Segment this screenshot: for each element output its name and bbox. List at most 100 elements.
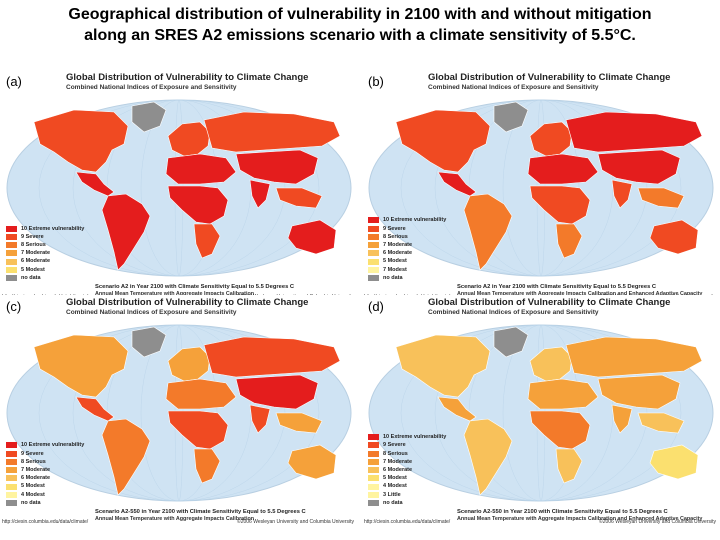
- region-sea: [637, 412, 685, 434]
- region-sa: [463, 193, 513, 271]
- region-na: [395, 109, 491, 173]
- copyright: ©2006 Wesleyan University and Columbia U…: [237, 519, 354, 525]
- region-asia: [597, 149, 681, 185]
- legend-label: 5 Modest: [21, 483, 45, 490]
- region-afr: [167, 185, 229, 225]
- legend-swatch: [6, 491, 17, 498]
- legend-item: 6 Moderate: [6, 257, 84, 265]
- legend-item: no data: [368, 499, 446, 507]
- region-ca: [437, 171, 477, 197]
- world-map: [6, 99, 352, 277]
- region-sea: [275, 187, 323, 209]
- graticule: [38, 99, 320, 277]
- region-india: [611, 179, 633, 209]
- map-title: Global Distribution of Vulnerability to …: [428, 297, 671, 308]
- region-na: [395, 334, 491, 398]
- legend-swatch: [368, 434, 379, 441]
- legend-swatch: [6, 499, 17, 506]
- legend-swatch: [6, 475, 17, 482]
- legend-swatch: [368, 442, 379, 449]
- legend-label: 10 Extreme vulnerability: [21, 442, 85, 449]
- legend-label: 10 Extreme vulnerability: [383, 434, 447, 441]
- legend-label: no data: [21, 274, 41, 281]
- graticule: [38, 324, 320, 502]
- region-grl: [131, 101, 167, 133]
- region-eu: [167, 121, 211, 157]
- region-aus: [649, 219, 699, 255]
- region-aus: [287, 219, 337, 255]
- panel-label: (c): [6, 299, 22, 314]
- legend-label: 9 Severe: [21, 233, 44, 240]
- legend-item: 3 Little: [368, 491, 446, 499]
- region-mena: [165, 153, 237, 185]
- scenario-subcaption: Annual Mean Temperature with Aggregate I…: [95, 516, 255, 522]
- legend-swatch: [6, 242, 17, 249]
- region-ca: [437, 396, 477, 422]
- legend-label: 4 Modest: [383, 483, 407, 490]
- map-subtitle: Combined National Indices of Exposure an…: [66, 309, 237, 316]
- legend-swatch: [6, 258, 17, 265]
- legend-item: 4 Modest: [6, 491, 84, 499]
- region-sa: [101, 418, 151, 496]
- legend-item: 5 Modest: [6, 266, 84, 274]
- legend-item: 6 Moderate: [368, 466, 446, 474]
- legend-item: 4 Modest: [368, 482, 446, 490]
- legend-label: 8 Serious: [383, 450, 408, 457]
- region-sa: [463, 418, 513, 496]
- legend-label: 7 Modest: [383, 266, 407, 273]
- region-grl: [131, 326, 167, 358]
- scenario-caption: Scenario A2-550 in Year 2100 with Climat…: [457, 509, 668, 515]
- scenario-caption: Scenario A2-550 in Year 2100 with Climat…: [95, 509, 306, 515]
- legend-item: 5 Modest: [368, 257, 446, 265]
- legend-item: 7 Moderate: [368, 241, 446, 249]
- legend-swatch: [6, 450, 17, 457]
- scenario-subcaption: Annual Mean Temperature with Aggregate I…: [457, 516, 703, 522]
- region-mena: [527, 153, 599, 185]
- region-ru: [565, 336, 703, 378]
- legend-swatch: [368, 458, 379, 465]
- legend-label: 7 Moderate: [383, 242, 413, 248]
- region-sa: [101, 193, 151, 271]
- legend-label: 3 Little: [383, 491, 401, 498]
- region-na: [33, 334, 129, 398]
- map-subtitle: Combined National Indices of Exposure an…: [428, 84, 599, 91]
- legend-item: 10 Extreme vulnerability: [368, 433, 446, 441]
- legend-swatch: [368, 467, 379, 474]
- region-saf: [555, 448, 583, 484]
- legend-swatch: [368, 217, 379, 224]
- panel-label: (a): [6, 74, 22, 89]
- legend-swatch: [6, 233, 17, 240]
- graticule: [400, 324, 682, 502]
- title-line-1: Geographical distribution of vulnerabili…: [68, 6, 652, 23]
- map-title: Global Distribution of Vulnerability to …: [66, 297, 309, 308]
- legend-item: 9 Severe: [368, 441, 446, 449]
- legend-swatch: [368, 491, 379, 498]
- map-legend: 10 Extreme vulnerability 9 Severe 8 Seriou…: [6, 225, 84, 282]
- map-title: Global Distribution of Vulnerability to …: [428, 72, 671, 83]
- legend-swatch: [6, 266, 17, 273]
- map-panel: (d) Global Distribution of Vulnerability …: [362, 295, 720, 525]
- region-india: [249, 404, 271, 434]
- legend-label: 6 Moderate: [383, 250, 413, 257]
- region-afr: [529, 185, 591, 225]
- legend-item: no data: [368, 274, 446, 282]
- legend-item: 6 Moderate: [6, 474, 84, 482]
- legend-item: 8 Serious: [6, 241, 84, 249]
- legend-swatch: [368, 475, 379, 482]
- legend-swatch: [368, 483, 379, 490]
- region-india: [611, 404, 633, 434]
- map-legend: 10 Extreme vulnerability 9 Severe 8 Seriou…: [368, 433, 446, 507]
- legend-label: 7 Moderate: [21, 250, 51, 257]
- legend-swatch: [6, 483, 17, 490]
- legend-item: 8 Serious: [6, 458, 84, 466]
- map-title: Global Distribution of Vulnerability to …: [66, 72, 309, 83]
- map-subtitle: Combined National Indices of Exposure an…: [66, 84, 237, 91]
- legend-swatch: [6, 467, 17, 474]
- legend-label: 8 Serious: [21, 458, 46, 465]
- legend-swatch: [368, 258, 379, 265]
- region-mena: [527, 378, 599, 410]
- legend-label: 5 Modest: [383, 258, 407, 265]
- region-ru: [203, 111, 341, 153]
- legend-label: 8 Serious: [383, 233, 408, 240]
- region-aus: [649, 444, 699, 480]
